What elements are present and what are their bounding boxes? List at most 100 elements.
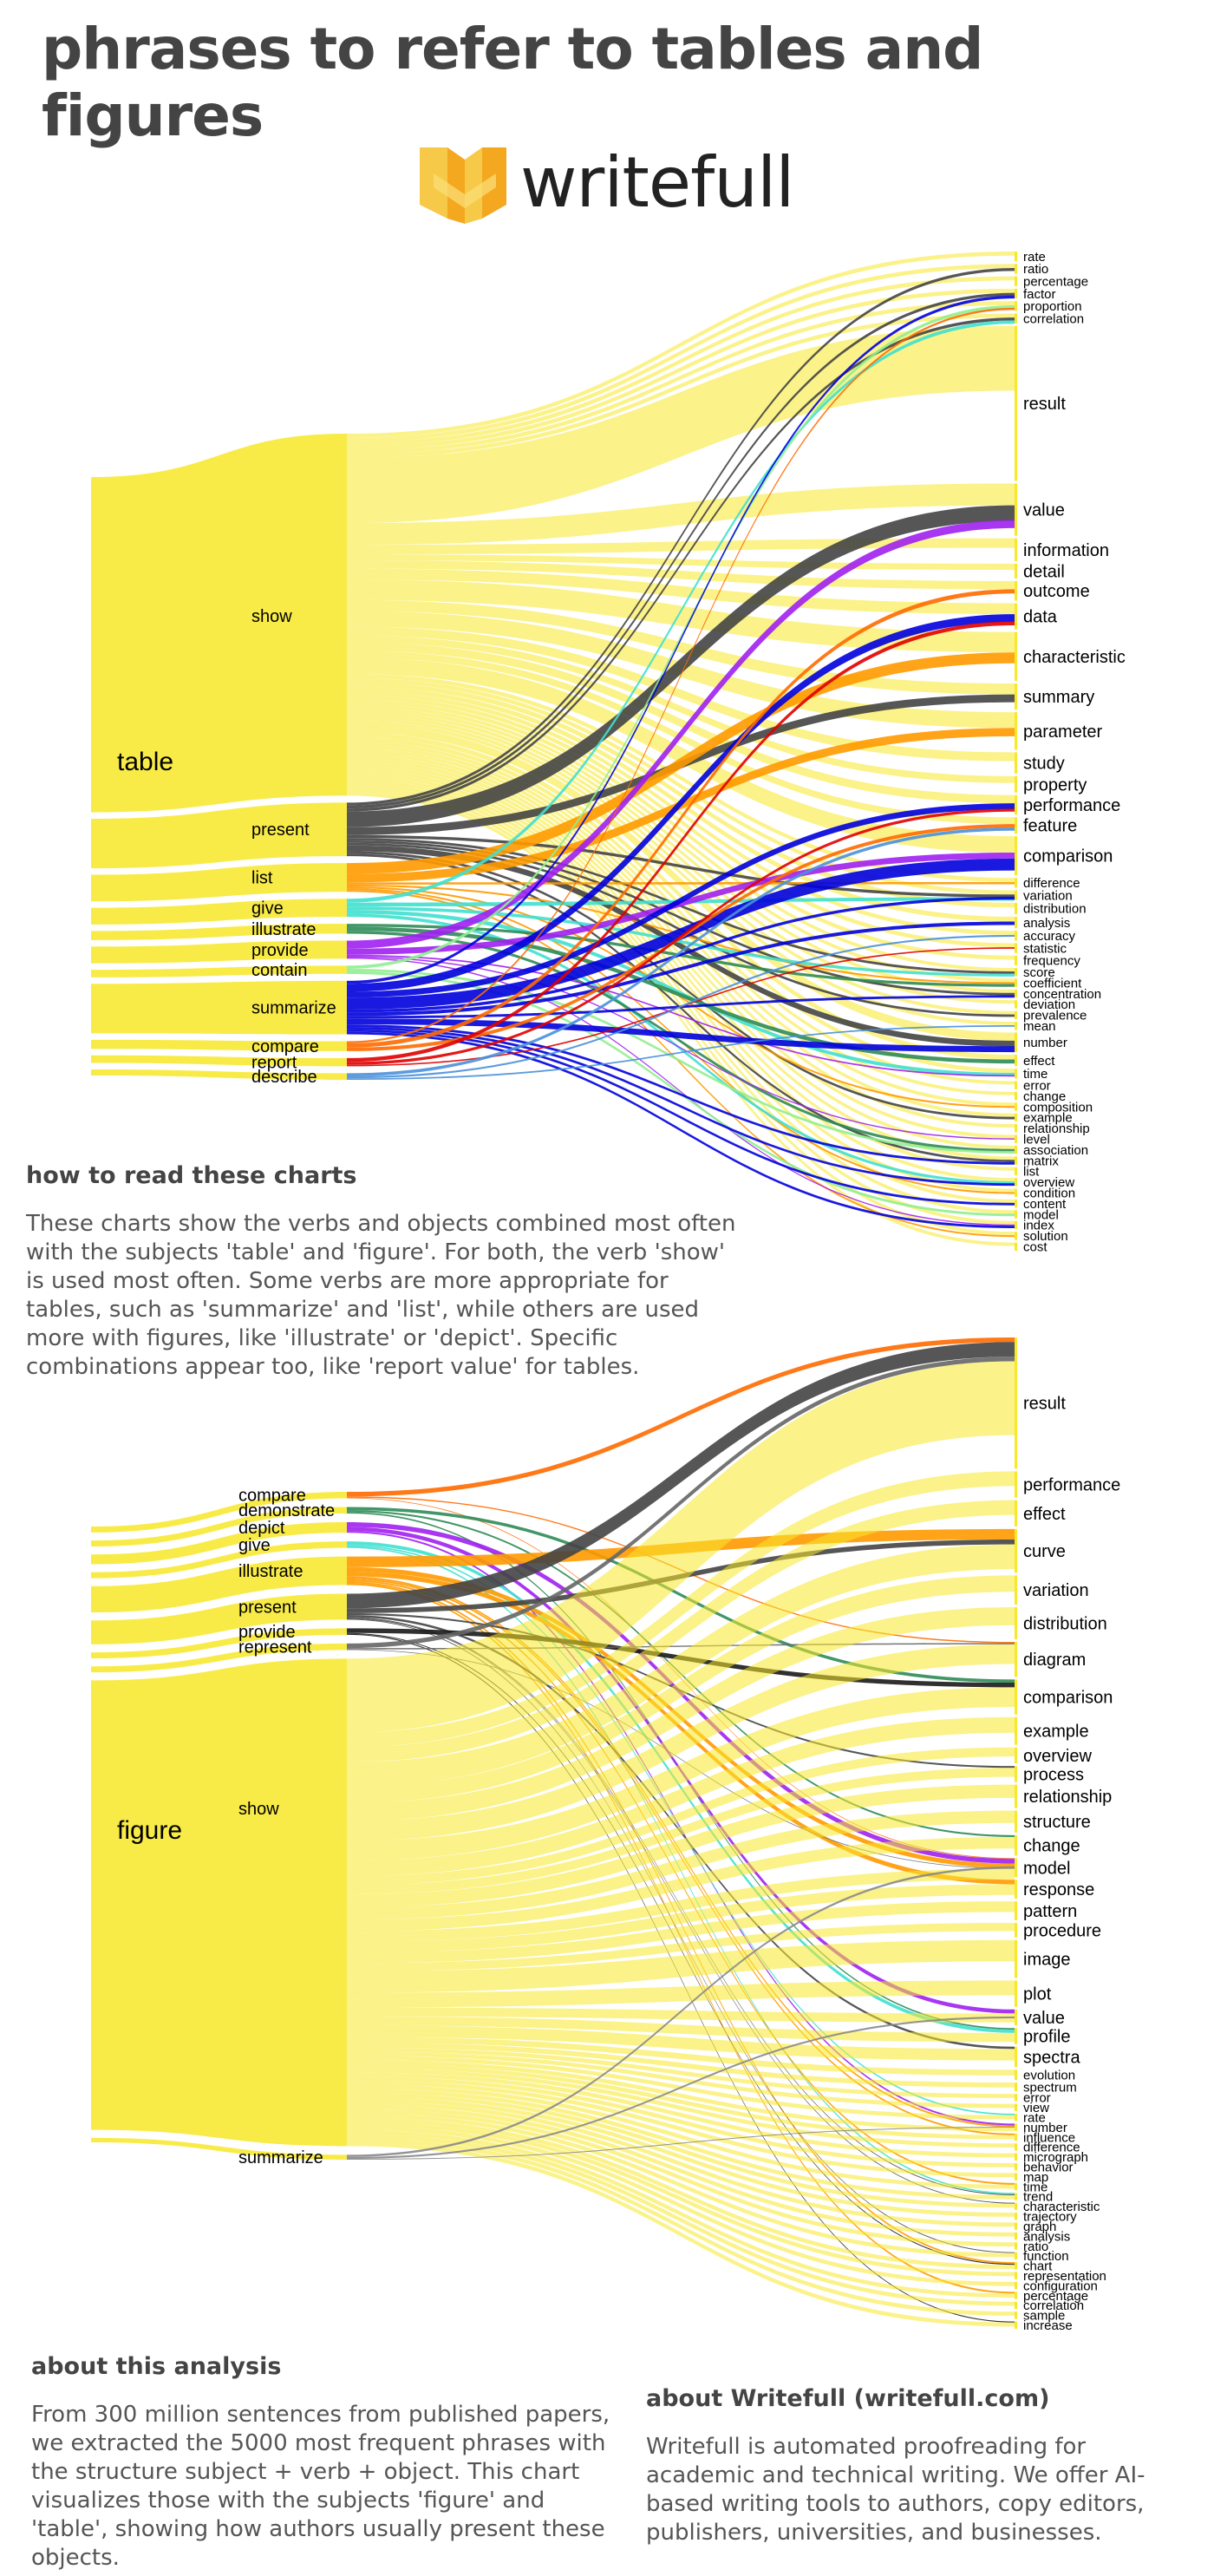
verb-label-illustrate: illustrate	[251, 920, 316, 939]
object-label-process: process	[1023, 1765, 1084, 1784]
flow-show-distribution	[347, 682, 1015, 908]
flow-summarize-index	[347, 1031, 1015, 1229]
object-label-effect: effect	[1023, 1505, 1066, 1524]
verb-label-show: show	[251, 607, 292, 626]
verb-label-compare: compare	[251, 1037, 319, 1056]
flow-provide-index	[347, 957, 1015, 1226]
writefull-wordmark: writefull	[520, 142, 794, 223]
object-label-concentration: concentration	[1023, 987, 1101, 1002]
flow-summarize-variation	[347, 896, 1015, 1013]
verb-label-represent: represent	[238, 1638, 312, 1657]
verb-label-compare: compare	[238, 1487, 306, 1506]
object-label-example: example	[1023, 1111, 1073, 1126]
object-node-accuracy	[1015, 931, 1017, 941]
flow-show-ratio	[347, 264, 1015, 442]
flow-figure-present	[91, 1593, 347, 1644]
object-label-proportion: proportion	[1023, 299, 1082, 314]
object-node-curve	[1015, 1528, 1017, 1573]
object-label-statistic: statistic	[1023, 941, 1067, 956]
object-label-correlation: correlation	[1023, 2298, 1084, 2313]
flow-table-list	[91, 863, 347, 902]
object-label-rate: rate	[1023, 250, 1046, 265]
flow-show-statistic	[347, 695, 1015, 948]
object-node-rate	[1015, 252, 1017, 262]
object-label-error: error	[1023, 1078, 1051, 1093]
object-node-deviation	[1015, 1000, 1017, 1009]
verb-label-describe: describe	[251, 1068, 317, 1087]
object-label-relationship: relationship	[1023, 1788, 1112, 1807]
writefull-logo[interactable]: writefull	[416, 139, 794, 234]
object-label-trajectory: trajectory	[1023, 2210, 1077, 2225]
flow-show-effect	[347, 732, 1015, 1060]
object-label-parameter: parameter	[1023, 722, 1102, 742]
flow-show-spectra	[347, 2025, 1015, 2061]
object-node-spectra	[1015, 2046, 1017, 2068]
object-label-effect: effect	[1023, 1054, 1055, 1069]
flow-describe-accuracy	[347, 934, 1015, 1079]
flow-show-performance	[347, 642, 1015, 804]
flow-show-representation	[347, 2121, 1015, 2277]
flow-figure-summarize	[91, 2137, 347, 2160]
object-label-characteristic: characteristic	[1023, 2200, 1100, 2214]
object-node-spectrum	[1015, 2082, 1017, 2092]
object-label-accuracy: accuracy	[1023, 929, 1076, 944]
flow-show-percentage	[347, 2129, 1015, 2298]
object-label-list: list	[1023, 1165, 1040, 1180]
flow-summarize-analysis	[347, 921, 1015, 1017]
flow-table-report	[91, 1055, 347, 1067]
object-label-prevalence: prevalence	[1023, 1009, 1087, 1023]
howto-text: These charts show the verbs and objects …	[26, 1211, 736, 1380]
flow-present-concentration	[347, 840, 1015, 996]
object-label-result: result	[1023, 395, 1066, 414]
flow-summarize-performance	[347, 803, 1015, 998]
flow-provide-increase	[347, 1633, 1015, 2323]
object-label-example: example	[1023, 1723, 1089, 1742]
object-label-comparison: comparison	[1023, 1689, 1113, 1708]
object-label-result: result	[1023, 1395, 1066, 1414]
flow-show-chart	[347, 2117, 1015, 2269]
object-label-correlation: correlation	[1023, 311, 1084, 326]
flow-show-relationship	[347, 1784, 1015, 1908]
subject-label-table: table	[117, 748, 173, 776]
flow-table-describe	[91, 1069, 347, 1080]
object-node-mean	[1015, 1022, 1017, 1030]
flow-show-mean	[347, 720, 1015, 1025]
object-node-view	[1015, 2103, 1017, 2111]
object-label-influence: influence	[1023, 2130, 1075, 2145]
object-node-model	[1015, 1858, 1017, 1878]
flow-show-influence	[347, 2063, 1015, 2140]
flow-show-comparison	[347, 1687, 1015, 1861]
object-label-image: image	[1023, 1951, 1070, 1970]
object-node-characteristic	[1015, 2202, 1017, 2211]
flow-show-profile	[347, 2016, 1015, 2043]
flow-table-contain	[91, 965, 347, 977]
object-node-rate	[1015, 2114, 1017, 2122]
flow-summarize-overview	[347, 1026, 1015, 1187]
verb-label-depict: depict	[238, 1519, 285, 1538]
object-node-correlation	[1015, 2301, 1017, 2310]
flow-show-spectrum	[347, 2043, 1015, 2088]
object-label-value: value	[1023, 501, 1065, 520]
flow-give-time	[347, 909, 1015, 1076]
flow-table-illustrate	[91, 924, 347, 940]
about-text: Writefull is automated proofreading for …	[646, 2434, 1145, 2546]
flow-show-frequency	[347, 699, 1015, 960]
flow-show-solution	[347, 788, 1015, 1236]
object-label-overview: overview	[1023, 1175, 1074, 1190]
object-node-behavior	[1015, 2163, 1017, 2171]
object-label-number: number	[1023, 2121, 1067, 2135]
object-node-time	[1015, 1069, 1017, 1079]
table-flows	[91, 252, 1015, 1246]
flow-compare-result	[347, 1337, 1015, 1497]
object-label-model: model	[1023, 1207, 1059, 1222]
flow-represent-diagram	[347, 1643, 1015, 1650]
flow-show-trajectory	[347, 2096, 1015, 2217]
object-label-curve: curve	[1023, 1542, 1066, 1561]
object-label-spectra: spectra	[1023, 2049, 1080, 2068]
flow-show-difference	[347, 673, 1015, 882]
object-label-outcome: outcome	[1023, 582, 1090, 601]
flow-show-trend	[347, 2089, 1015, 2200]
object-node-relationship	[1015, 1784, 1017, 1808]
object-label-percentage: percentage	[1023, 2289, 1088, 2304]
flow-show-accuracy	[347, 691, 1015, 935]
